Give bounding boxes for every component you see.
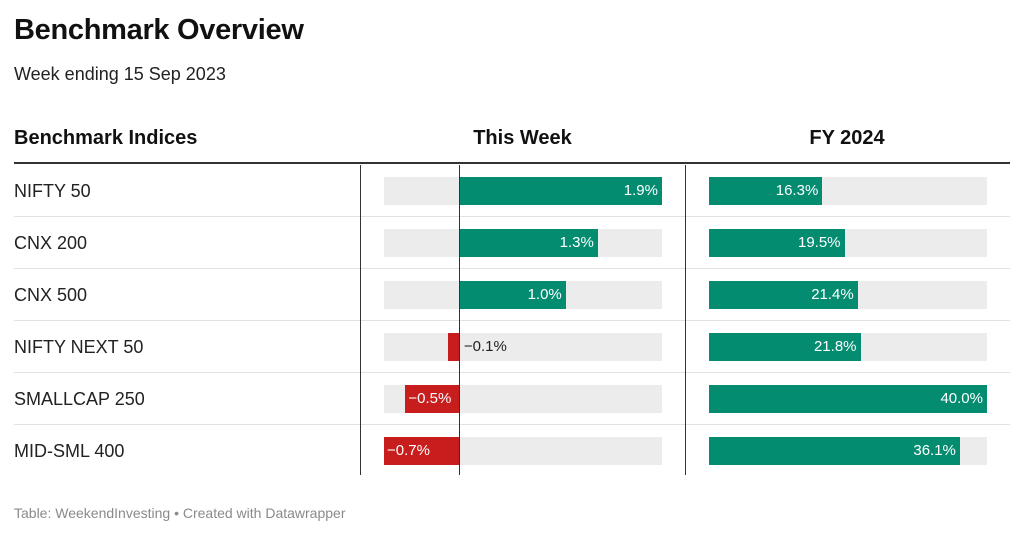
fy-bar-track: 36.1% <box>709 437 987 465</box>
week-value-label: 1.0% <box>527 286 562 303</box>
fy-bar <box>709 177 823 205</box>
fy-bar <box>709 385 987 413</box>
fy-value-label: 21.4% <box>811 286 854 303</box>
week-bar <box>448 333 459 361</box>
row-separator <box>14 268 1010 269</box>
week-bar-track: −0.5% <box>384 385 662 413</box>
page-subtitle: Week ending 15 Sep 2023 <box>14 64 226 84</box>
column-header-this-week: This Week <box>473 127 572 149</box>
page-title: Benchmark Overview <box>14 14 304 46</box>
table-row: CNX 200 1.3% 19.5% <box>14 217 1010 269</box>
week-value-label: 1.9% <box>623 182 658 199</box>
fy-bar <box>709 281 858 309</box>
fy-value-label: 21.8% <box>813 338 857 355</box>
row-separator <box>14 216 1010 217</box>
week-bar-track: 1.0% <box>384 281 662 309</box>
week-bar <box>458 229 598 257</box>
fy-bar-track: 16.3% <box>709 177 987 205</box>
column-header-fy-2024: FY 2024 <box>809 127 885 149</box>
row-index-name: CNX 500 <box>14 285 88 305</box>
row-index-name: MID-SML 400 <box>14 441 125 461</box>
week-bar-track: 1.9% <box>384 177 662 205</box>
table-row: CNX 500 1.0% 21.4% <box>14 269 1010 321</box>
fy-value-label: 16.3% <box>775 182 819 199</box>
table-row: NIFTY 50 1.9% 16.3% <box>14 165 1010 217</box>
week-bar <box>458 281 566 309</box>
column-divider <box>360 165 361 475</box>
fy-bar <box>709 333 861 361</box>
fy-value-label: 19.5% <box>797 234 841 251</box>
row-separator <box>14 372 1010 373</box>
fy-bar-track: 40.0% <box>709 385 987 413</box>
row-separator <box>14 424 1010 425</box>
fy-bar-track: 19.5% <box>709 229 987 257</box>
row-index-name: CNX 200 <box>14 233 88 253</box>
week-zero-axis <box>459 165 460 475</box>
header-rule <box>14 162 1010 164</box>
table-row: SMALLCAP 250 −0.5% 40.0% <box>14 373 1010 425</box>
week-bar-track: −0.7% <box>384 437 662 465</box>
row-index-name: NIFTY NEXT 50 <box>14 337 144 357</box>
week-bar <box>458 177 662 205</box>
row-separator <box>14 320 1010 321</box>
row-index-name: NIFTY 50 <box>14 181 91 201</box>
week-value-label: −0.5% <box>408 390 452 407</box>
fy-value-label: 36.1% <box>913 442 956 459</box>
fy-bar-track: 21.8% <box>709 333 987 361</box>
fy-bar <box>709 437 960 465</box>
week-bar <box>405 385 459 413</box>
week-bar-track: 1.3% <box>384 229 662 257</box>
table-row: NIFTY NEXT 50 −0.1% 21.8% <box>14 321 1010 373</box>
week-bar-track: −0.1% <box>384 333 662 361</box>
week-value-label: 1.3% <box>559 234 594 251</box>
week-value-label: −0.7% <box>387 442 430 459</box>
week-value-label: −0.1% <box>463 338 507 355</box>
column-divider <box>685 165 686 475</box>
table-row: MID-SML 400 −0.7% 36.1% <box>14 425 1010 477</box>
fy-bar <box>709 229 845 257</box>
fy-bar-track: 21.4% <box>709 281 987 309</box>
fy-value-label: 40.0% <box>940 390 983 407</box>
column-header-indices: Benchmark Indices <box>14 127 198 149</box>
footer-credit: Table: WeekendInvesting • Created with D… <box>14 505 346 521</box>
row-index-name: SMALLCAP 250 <box>14 389 145 409</box>
week-bar <box>384 437 459 465</box>
